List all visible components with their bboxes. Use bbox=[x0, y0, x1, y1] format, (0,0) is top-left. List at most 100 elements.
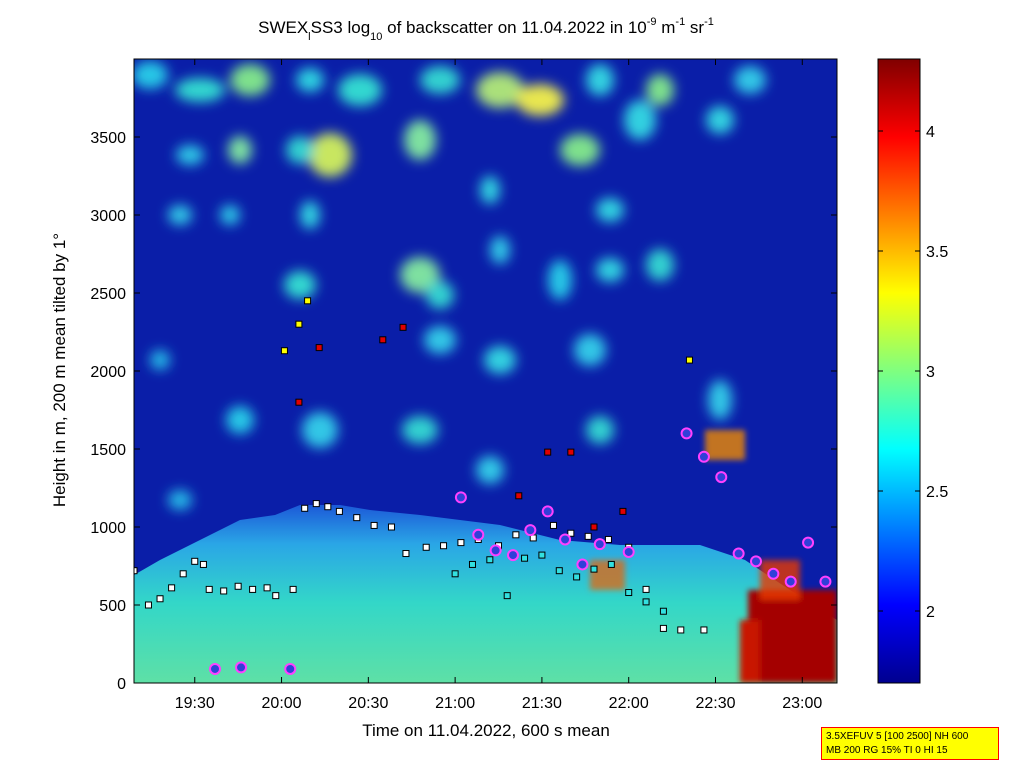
colorbar-tick-label: 3.5 bbox=[926, 244, 948, 261]
cloud-base-marker-square bbox=[289, 585, 297, 593]
cloud-base-marker-circle bbox=[819, 575, 832, 588]
x-tick-label: 22:30 bbox=[695, 695, 735, 712]
y-tick-label: 1000 bbox=[90, 520, 126, 537]
cloud-base-marker-square bbox=[263, 584, 271, 592]
aerosol-blob bbox=[134, 61, 168, 89]
plot-area bbox=[134, 59, 837, 683]
x-tick-label: 20:00 bbox=[262, 695, 302, 712]
cloud-base-marker-square bbox=[402, 550, 410, 558]
strong-backscatter-region bbox=[590, 430, 837, 683]
cloud-base-marker-square bbox=[304, 297, 312, 305]
cloud-base-marker-square bbox=[677, 626, 685, 634]
aerosol-blob bbox=[400, 257, 440, 293]
x-tick-label: 21:00 bbox=[435, 695, 475, 712]
aerosol-blob bbox=[284, 271, 316, 299]
cloud-base-marker-square bbox=[324, 503, 332, 511]
aerosol-blob bbox=[300, 201, 320, 229]
cloud-base-marker-square bbox=[272, 592, 280, 600]
y-axis: 0 500 1000 1500 2000 2500 3000 3500 bbox=[90, 130, 837, 693]
cloud-base-marker-square bbox=[379, 336, 387, 344]
cloud-base-marker-square bbox=[179, 570, 187, 578]
cloud-base-marker-square bbox=[387, 523, 395, 531]
x-tick-label: 21:30 bbox=[522, 695, 562, 712]
chart-title: SWEXlSS3 log10 of backscatter on 11.04.2… bbox=[258, 16, 714, 43]
cloud-base-marker-square bbox=[625, 589, 633, 597]
y-tick-label: 2500 bbox=[90, 286, 126, 303]
cloud-base-marker-circle bbox=[767, 567, 780, 580]
cloud-base-marker-square bbox=[205, 585, 213, 593]
aerosol-blob bbox=[548, 260, 572, 300]
cloud-base-marker-square bbox=[144, 601, 152, 609]
y-tick-label: 1500 bbox=[90, 442, 126, 459]
aerosol-blob bbox=[734, 66, 766, 94]
cloud-base-marker-square bbox=[607, 560, 615, 568]
colorbar-ticks: 2 2.5 3 3.5 4 bbox=[878, 124, 948, 621]
cloud-base-marker-square bbox=[521, 554, 529, 562]
aerosol-blob bbox=[574, 334, 606, 366]
aerosol-blob bbox=[402, 416, 438, 444]
colorbar-tick-label: 2 bbox=[926, 604, 935, 621]
x-axis: 19:30 20:00 20:30 21:00 21:30 22:00 22:30 23:00 bbox=[175, 59, 822, 712]
aerosol-blobs bbox=[134, 61, 766, 510]
aerosol-blob bbox=[168, 490, 192, 510]
cloud-base-marker-square bbox=[370, 521, 378, 529]
cloud-base-marker-square bbox=[590, 565, 598, 573]
aerosol-blob bbox=[296, 68, 324, 92]
aerosol-blob bbox=[560, 134, 600, 166]
cloud-base-marker-square bbox=[659, 607, 667, 615]
aerosol-blob bbox=[516, 84, 564, 116]
aerosol-blob bbox=[646, 74, 674, 106]
aerosol-blob bbox=[490, 236, 510, 264]
cloud-base-marker-square bbox=[199, 560, 207, 568]
cloud-base-marker-square bbox=[567, 448, 575, 456]
y-axis-label: Height in m, 200 m mean tilted by 1° bbox=[50, 233, 69, 507]
cloud-base-marker-square bbox=[457, 539, 465, 547]
cloud-base-marker-square bbox=[156, 595, 164, 603]
cloud-base-marker-square bbox=[468, 560, 476, 568]
cloud-base-marker-square bbox=[234, 582, 242, 590]
y-tick-label: 0 bbox=[117, 676, 126, 693]
cloud-base-marker-circle bbox=[593, 538, 606, 551]
info-line-1: 3.5XEFUV 5 [100 2500] NH 600 bbox=[826, 731, 969, 742]
cloud-base-marker-square bbox=[191, 557, 199, 565]
aerosol-blob bbox=[228, 136, 252, 164]
aerosol-blob bbox=[480, 176, 500, 204]
colorbar bbox=[877, 58, 921, 684]
cloud-base-marker-circle bbox=[749, 555, 762, 568]
cloud-base-marker-circle bbox=[472, 528, 485, 541]
aerosol-blob bbox=[404, 120, 436, 160]
x-axis-label: Time on 11.04.2022, 600 s mean bbox=[362, 721, 610, 740]
aerosol-blob bbox=[706, 106, 734, 134]
cloud-base-marker-circle bbox=[454, 491, 467, 504]
y-tick-label: 3000 bbox=[90, 208, 126, 225]
boundary-layer-field bbox=[134, 505, 837, 683]
aerosol-blob bbox=[586, 416, 614, 444]
cloud-base-marker-square bbox=[544, 448, 552, 456]
aerosol-blob bbox=[596, 258, 624, 282]
cloud-base-marker-square bbox=[422, 543, 430, 551]
cloud-base-marker-square bbox=[538, 551, 546, 559]
cloud-base-marker-square bbox=[486, 556, 494, 564]
info-line-2: MB 200 RG 15% TI 0 HI 15 bbox=[826, 745, 948, 756]
colorbar-tick-label: 2.5 bbox=[926, 484, 948, 501]
aerosol-blob bbox=[476, 456, 504, 484]
cloud-base-marker-square bbox=[295, 320, 303, 328]
aerosol-blob bbox=[338, 74, 382, 106]
cloud-base-marker-square bbox=[312, 500, 320, 508]
aerosol-blob bbox=[596, 198, 624, 222]
aerosol-blob bbox=[426, 281, 454, 309]
cloud-base-marker-circle bbox=[802, 536, 815, 549]
cloud-base-marker-circle bbox=[541, 505, 554, 518]
cloud-base-marker-circle bbox=[576, 558, 589, 571]
cloud-base-marker-square bbox=[134, 567, 138, 575]
cloud-base-marker-circle bbox=[506, 549, 519, 562]
cloud-base-marker-circle bbox=[784, 575, 797, 588]
cloud-base-marker-square bbox=[642, 598, 650, 606]
cloud-base-marker-square bbox=[619, 507, 627, 515]
aerosol-blob bbox=[176, 145, 204, 165]
x-tick-label: 23:00 bbox=[782, 695, 822, 712]
x-tick-label: 19:30 bbox=[175, 695, 215, 712]
cloud-base-marker-square bbox=[584, 532, 592, 540]
cloud-base-marker-circle bbox=[732, 547, 745, 560]
